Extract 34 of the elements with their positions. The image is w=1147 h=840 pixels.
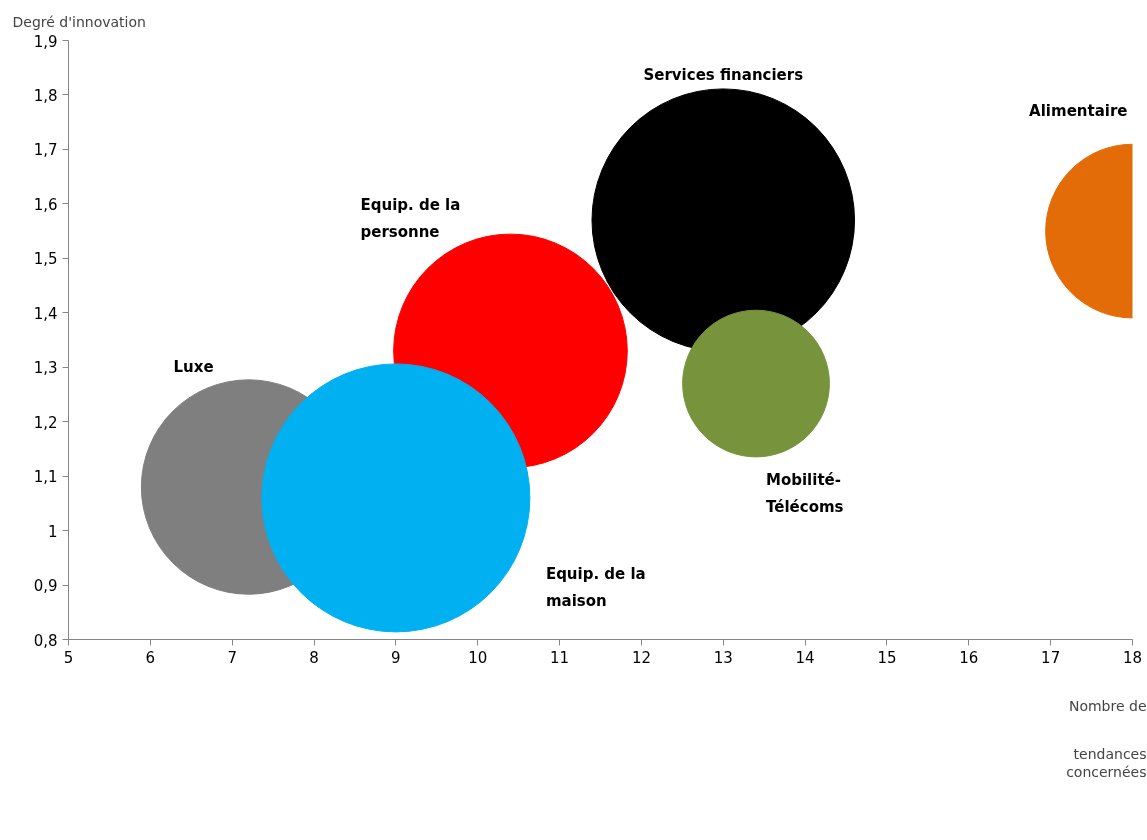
- x-tick-label: 15: [877, 648, 897, 667]
- series-label: Services financiers: [643, 66, 804, 85]
- y-tick-label: 1,4: [33, 304, 58, 323]
- x-tick-label: 9: [391, 648, 401, 667]
- series-label: Mobilité-Télécoms: [766, 471, 844, 517]
- y-tick-label: 1,6: [33, 195, 58, 214]
- y-tick-label: 1,8: [33, 86, 58, 105]
- y-axis-title: Degré d'innovation: [12, 13, 146, 30]
- x-tick-label: 14: [795, 648, 815, 667]
- y-tick-label: 1,3: [33, 359, 58, 378]
- y-tick-label: 1,7: [33, 141, 58, 160]
- x-tick-label: 5: [63, 648, 74, 667]
- y-tick-label: 0,8: [33, 631, 58, 650]
- text: Nombre de tendances concernées: [1066, 697, 1147, 780]
- x-tick-label: 16: [959, 648, 979, 667]
- series-label: Equip. de la personne: [360, 196, 461, 242]
- x-tick-label: 13: [713, 648, 733, 667]
- y-tick-label: 0,9: [33, 577, 58, 596]
- y-tick-label: 1: [47, 522, 58, 541]
- y-tick-label: 1,5: [33, 250, 58, 269]
- x-tick-label: 10: [468, 648, 488, 667]
- x-tick-label: 7: [227, 648, 237, 667]
- x-tick-label: 6: [145, 648, 156, 667]
- y-tick-label: 1,1: [33, 468, 58, 487]
- x-tick-label: 12: [631, 648, 651, 667]
- x-tick-label: 8: [309, 648, 319, 667]
- series-label: Luxe: [173, 358, 214, 377]
- y-tick-label: 1,2: [33, 413, 58, 432]
- x-tick-label: 11: [550, 648, 570, 667]
- series-label: Alimentaire: [1029, 102, 1128, 121]
- text: Equip. de la maison: [545, 565, 646, 611]
- x-tick-label: 18: [1122, 648, 1143, 667]
- x-tick-label: 17: [1041, 648, 1061, 667]
- y-tick-label: 1,9: [33, 32, 58, 51]
